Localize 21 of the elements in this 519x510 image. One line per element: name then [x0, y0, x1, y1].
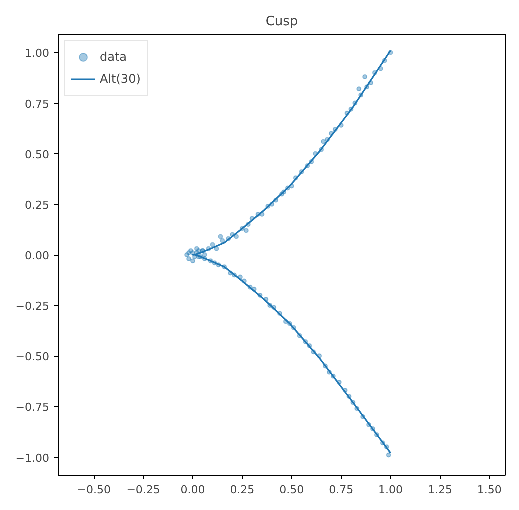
y-tick-label: 0.50: [25, 148, 50, 162]
x-tick-label: −0.50: [77, 484, 111, 496]
chart-title: Cusp: [266, 14, 298, 30]
x-tick-label: 0.25: [230, 484, 255, 496]
legend-label: data: [100, 50, 128, 64]
y-tick-label: 0.00: [25, 250, 50, 262]
x-tick-label: 0.50: [280, 484, 304, 496]
legend-label: Alt(30): [100, 72, 141, 86]
x-tick-label: −0.25: [126, 484, 160, 496]
x-tick-label: 1.00: [378, 484, 404, 496]
y-tick-label: −0.75: [16, 401, 50, 414]
x-tick-label: 1.50: [477, 484, 502, 496]
y-tick-label: 1.00: [25, 47, 50, 60]
y-tick-label: −0.50: [16, 350, 50, 364]
y-tick-label: −1.00: [16, 452, 50, 465]
x-tick-label: 0.00: [180, 484, 206, 496]
x-tick-label: 0.75: [329, 484, 354, 496]
y-tick-label: 0.25: [25, 198, 50, 212]
y-tick-label: −0.25: [16, 300, 50, 314]
x-tick-label: 1.25: [428, 484, 452, 496]
y-tick-label: 0.75: [25, 98, 50, 111]
